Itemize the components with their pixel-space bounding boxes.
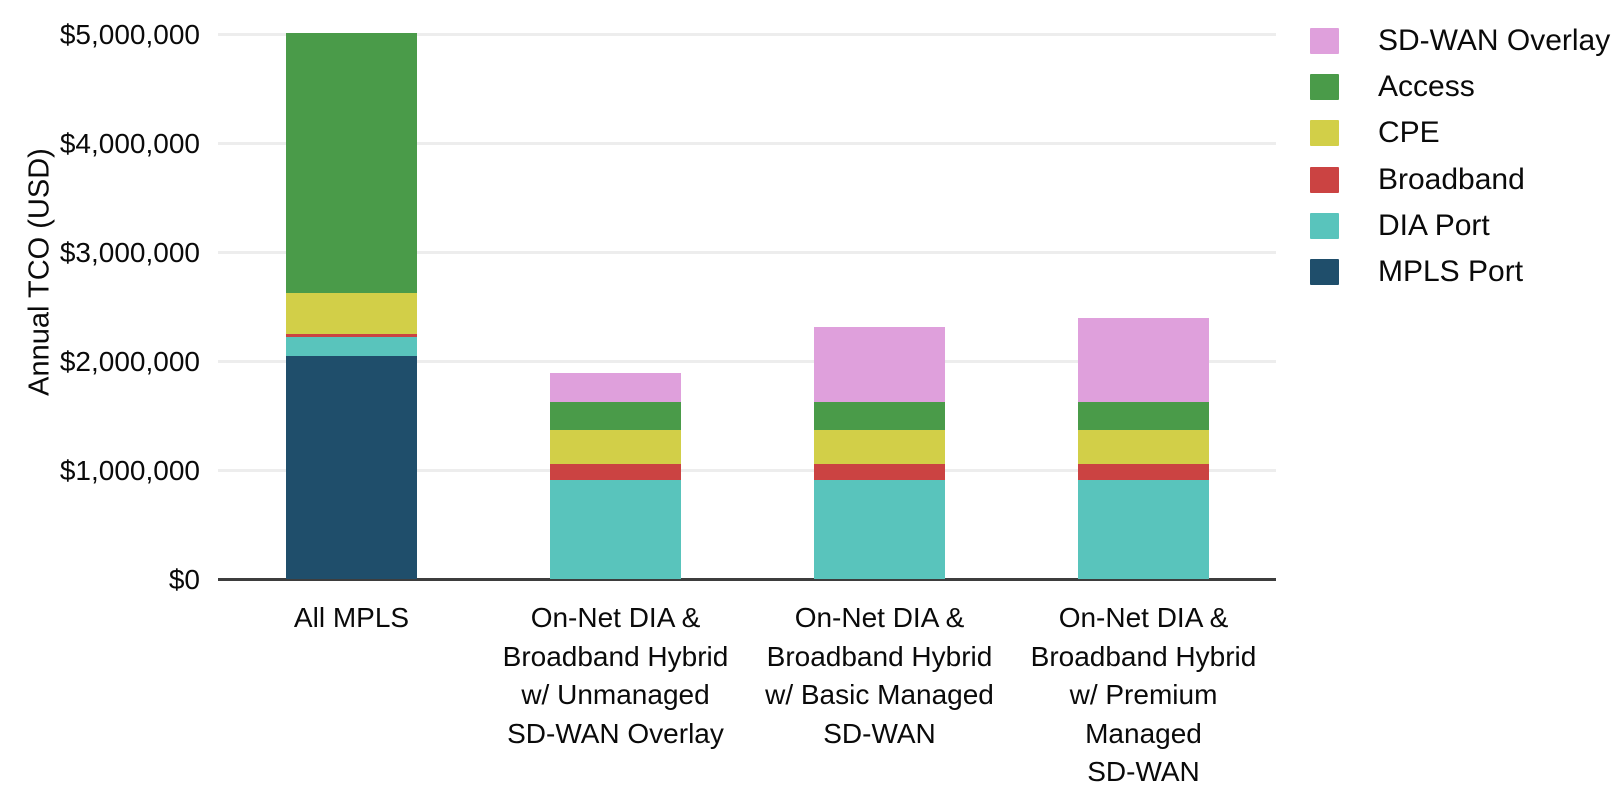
legend-label: DIA Port: [1378, 208, 1490, 242]
legend-label: SD-WAN Overlay: [1378, 24, 1611, 57]
x-axis-category-label: All MPLS: [202, 599, 502, 638]
bar-segment-access: [285, 32, 418, 293]
bar-segment-dia-port: [813, 479, 946, 580]
gridline: [218, 142, 1276, 146]
x-axis-category-label-line: Managed: [1085, 717, 1202, 749]
legend-item-mpls-port: MPLS Port: [1310, 249, 1523, 295]
y-tick-label: $2,000,000: [59, 345, 200, 377]
bar-segment-access: [813, 401, 946, 430]
legend-swatch-sd-wan-overlay: [1310, 28, 1339, 54]
gridline: [218, 469, 1276, 473]
x-axis-category-label-line: Broadband Hybrid: [766, 640, 993, 672]
legend-swatch-dia-port: [1310, 212, 1339, 239]
bar-segment-dia-port: [549, 479, 682, 580]
bar-segment-mpls-port: [285, 355, 418, 580]
bar-segment-access: [549, 401, 682, 430]
x-axis-category-label-line: On-Net DIA &: [1058, 602, 1229, 633]
legend-swatch-mpls-port: [1310, 259, 1339, 285]
y-tick-label: $3,000,000: [59, 236, 200, 268]
legend-item-dia-port: DIA Port: [1310, 203, 1490, 249]
bar-segment-cpe: [813, 429, 946, 465]
bar-segment-cpe: [549, 429, 682, 465]
legend-item-access: Access: [1310, 64, 1475, 110]
y-tick-label: $1,000,000: [59, 454, 200, 486]
bar-segment-sd-wan-overlay: [549, 373, 682, 402]
gridline: [218, 33, 1276, 37]
x-axis-category-label-line: On-Net DIA &: [794, 602, 965, 633]
x-axis-line: [218, 578, 1276, 581]
legend-label: Access: [1378, 70, 1475, 104]
x-axis-category-label: On-Net DIA & Broadband Hybrid w/ Basic Man…: [730, 599, 1030, 753]
bar-segment-broadband: [1077, 464, 1210, 480]
legend-swatch-cpe: [1310, 120, 1339, 147]
legend-item-sd-wan-overlay: SD-WAN Overlay: [1310, 18, 1610, 64]
legend-swatch-broadband: [1310, 166, 1339, 193]
bar-segment-broadband: [549, 464, 682, 480]
bar-segment-cpe: [1077, 429, 1210, 465]
legend-swatch-access: [1310, 74, 1339, 101]
x-axis-category-label-line: w/ Basic Managed: [765, 679, 994, 710]
x-axis-category-label-line: w/ Unmanaged: [521, 679, 710, 710]
x-axis-category-label: On-Net DIA & Broadband Hybrid w/ Premium Ma…: [994, 599, 1294, 792]
legend-label: CPE: [1378, 116, 1440, 150]
x-axis-category-label-line: w/ Premium: [1069, 679, 1218, 710]
bar-segment-dia-port: [1077, 479, 1210, 580]
gridline: [218, 360, 1276, 364]
gridline: [218, 251, 1276, 255]
bar-segment-sd-wan-overlay: [1077, 318, 1210, 402]
y-tick-label: $0: [168, 563, 200, 595]
bar-segment-cpe: [285, 292, 418, 334]
x-axis-category-label-line: On-Net DIA &: [530, 602, 701, 633]
bar-segment-access: [1077, 401, 1210, 430]
legend-label: Broadband: [1378, 162, 1525, 196]
x-axis-category-label: On-Net DIA & Broadband Hybrid w/ Unmanaged…: [466, 599, 766, 753]
bar-segment-sd-wan-overlay: [813, 327, 946, 402]
bar-segment-broadband: [813, 464, 946, 480]
legend-label: MPLS Port: [1378, 255, 1524, 288]
x-axis-category-label-line: SD-WAN Overlay: [507, 717, 724, 749]
legend-item-cpe: CPE: [1310, 110, 1440, 156]
x-axis-category-label-line: Broadband Hybrid: [502, 640, 729, 672]
bar-segment-broadband: [285, 333, 418, 338]
x-axis-category-label-line: SD-WAN: [823, 717, 936, 749]
x-axis-category-label-line: SD-WAN: [1087, 756, 1200, 787]
y-tick-label: $4,000,000: [59, 127, 200, 159]
bar-segment-dia-port: [285, 337, 418, 356]
x-axis-category-label-line: Broadband Hybrid: [1030, 640, 1257, 672]
y-tick-label: $5,000,000: [59, 18, 200, 50]
legend-item-broadband: Broadband: [1310, 157, 1525, 203]
x-axis-category-label-line: All MPLS: [293, 602, 410, 633]
